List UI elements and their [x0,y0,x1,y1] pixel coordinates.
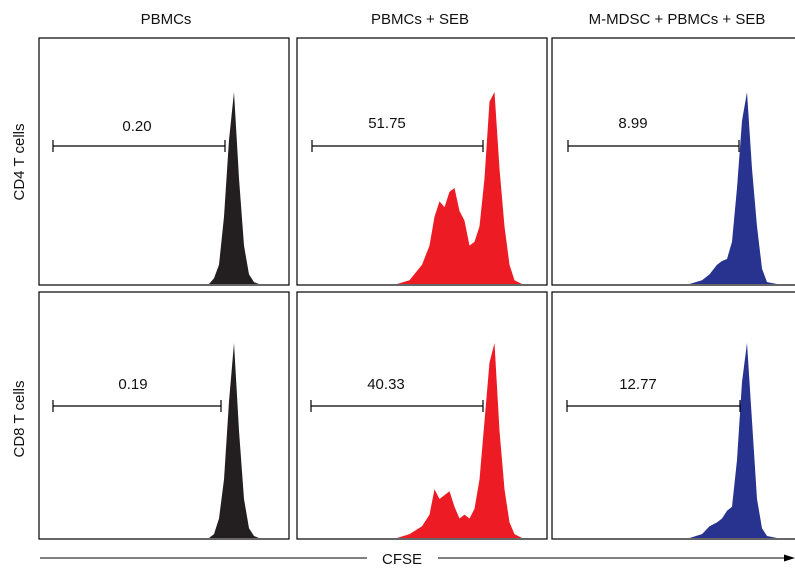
col-title-2: M-MDSC + PBMCs + SEB [589,11,766,28]
gate-label-r0c0: 0.20 [122,118,151,135]
histogram-r1c1 [397,343,522,538]
gate-r0c0 [52,140,226,152]
panel-frame-r0c1 [296,37,548,286]
gate-label-r1c0: 0.19 [118,376,147,393]
gate-r0c1 [311,140,484,152]
histogram-r1c2 [689,343,777,538]
gate-r1c2 [566,400,741,412]
gate-r1c0 [52,400,222,412]
histogram-r0c0 [209,92,264,284]
x-axis-label: CFSE [382,551,422,568]
cfse-axis-arrow [40,554,795,562]
gate-r0c2 [567,140,740,152]
histogram-layer [209,92,777,538]
panel-frame-r0c2 [551,37,795,286]
col-title-0: PBMCs [141,11,192,28]
gate-label-r0c1: 51.75 [368,115,406,132]
panel-frame-r1c2 [551,291,795,540]
histogram-r0c1 [397,92,522,284]
gate-label-r1c2: 12.77 [619,376,657,393]
col-title-1: PBMCs + SEB [371,11,469,28]
histogram-r1c0 [209,343,264,538]
panel-frame-r1c0 [38,291,290,540]
row-title-1: CD8 T cells [11,381,28,458]
panel-frame-r1c1 [296,291,548,540]
histogram-r0c2 [689,92,777,284]
gate-r1c1 [310,400,484,412]
gate-label-r0c2: 8.99 [618,115,647,132]
panel-frame-r0c0 [38,37,290,286]
row-title-0: CD4 T cells [11,124,28,201]
gate-label-r1c1: 40.33 [367,376,405,393]
